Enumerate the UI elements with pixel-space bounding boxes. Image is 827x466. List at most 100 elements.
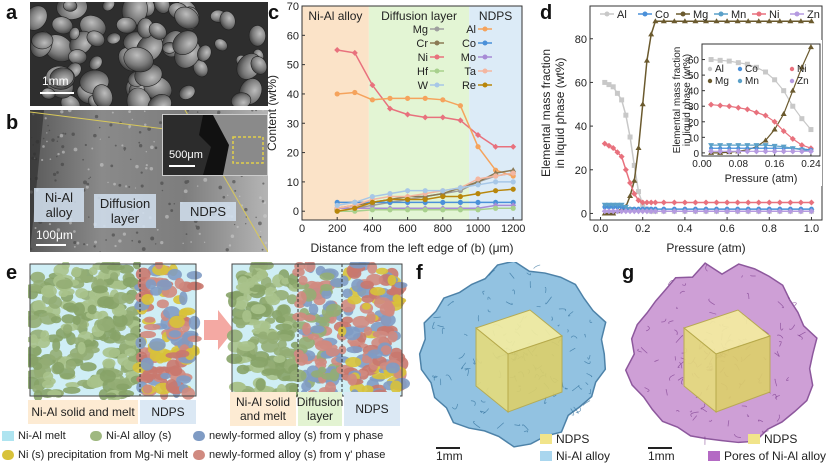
point (671, 18, 678, 24)
point (648, 31, 655, 37)
grain-dot (76, 241, 80, 245)
grain-dot (128, 126, 131, 129)
point (671, 199, 678, 206)
chart-c: 0 200 400 600 800 1000 1200 0 10 20 30 40 50 60 70 Ni-A… (265, 1, 525, 255)
grain-dot (73, 240, 77, 245)
alloy-blob (380, 313, 396, 327)
legend-text: NDPS (556, 432, 590, 446)
point (623, 112, 629, 118)
grain-dot (135, 164, 139, 169)
grain-dot (85, 185, 89, 189)
point (440, 188, 446, 194)
legend-text: newly-formed alloy (s) from γ' phase (209, 449, 386, 461)
alloy-blob (96, 318, 113, 332)
alloy-blob (40, 330, 50, 342)
grain-dot (183, 189, 188, 194)
texture-stroke (488, 270, 495, 276)
alloy-blob (52, 361, 65, 375)
alloy-blob (28, 345, 42, 357)
alloy-blob (41, 284, 57, 298)
point (681, 18, 688, 24)
particle (92, 84, 113, 106)
alloy-blob (367, 262, 378, 274)
legend-label: Hf (417, 66, 429, 78)
point (405, 95, 411, 101)
alloy-blob (349, 340, 360, 347)
point (744, 106, 751, 113)
texture-stroke (578, 385, 583, 390)
point (798, 64, 805, 70)
point (776, 208, 783, 215)
grain-dot (195, 225, 197, 227)
inset-legend-marker (737, 66, 743, 72)
alloy-blob (156, 299, 169, 309)
texture-stroke (787, 297, 791, 299)
texture-stroke (677, 361, 684, 368)
texture-stroke (667, 280, 674, 286)
texture-stroke (676, 306, 678, 310)
alloy-blob (102, 347, 121, 358)
grain-dot (260, 230, 262, 232)
grain-dot (118, 183, 122, 187)
texture-stroke (583, 400, 591, 406)
grain-dot (154, 243, 157, 245)
panel-e-letter: e (6, 262, 18, 284)
x-axis-label: Distance from the left edge of (b) (μm) (311, 241, 514, 255)
alloy-blob (72, 315, 81, 326)
texture-stroke (523, 430, 529, 433)
alloy-blob (62, 386, 81, 394)
grain-dot (56, 171, 59, 174)
grain-dot (99, 138, 101, 140)
alloy-blob (169, 315, 185, 328)
alloy-blob (296, 291, 307, 305)
particle (31, 31, 54, 50)
alloy-blob (265, 291, 278, 304)
texture-stroke (776, 350, 780, 357)
x-tick-label: 1000 (466, 223, 490, 235)
particle (68, 27, 80, 41)
grain-dot (255, 110, 258, 112)
texture-stroke (733, 433, 741, 438)
point (652, 199, 659, 206)
alloy-blob (293, 349, 304, 359)
point (703, 199, 709, 206)
alloy-blob (380, 345, 392, 356)
panel-b-letter: b (6, 112, 19, 134)
grain-dot (227, 194, 229, 196)
point (369, 97, 375, 103)
x-tick-label: 1200 (501, 223, 525, 235)
alloy-blob (235, 296, 249, 310)
texture-stroke (676, 410, 680, 412)
point (440, 97, 446, 103)
legend-marker (756, 11, 762, 17)
x-tick-label: 800 (434, 223, 452, 235)
alloy-blob (163, 306, 181, 319)
panel-f-letter: f (416, 262, 423, 284)
point (601, 140, 608, 147)
grain-dot (156, 228, 159, 231)
point (735, 60, 741, 66)
grain-dot (111, 111, 114, 114)
point (787, 18, 794, 24)
alloy-blob (325, 347, 340, 357)
alloy-blob (65, 381, 80, 389)
alloy-blob (112, 314, 128, 328)
alloy-blob (275, 315, 286, 324)
legend-marker (482, 68, 488, 74)
alloy-blob (143, 316, 156, 323)
texture-stroke (557, 324, 560, 327)
grain-dot (144, 123, 147, 127)
particle (172, 30, 199, 55)
point (726, 143, 733, 149)
point (753, 109, 760, 116)
texture-stroke (482, 290, 485, 295)
point (510, 167, 517, 173)
alloy-blob (32, 362, 43, 371)
y-tick-label: 20 (688, 118, 700, 129)
point (606, 82, 612, 88)
alloy-blob (394, 282, 408, 289)
point (627, 208, 634, 215)
texture-stroke (682, 283, 687, 286)
texture-stroke (777, 301, 784, 309)
